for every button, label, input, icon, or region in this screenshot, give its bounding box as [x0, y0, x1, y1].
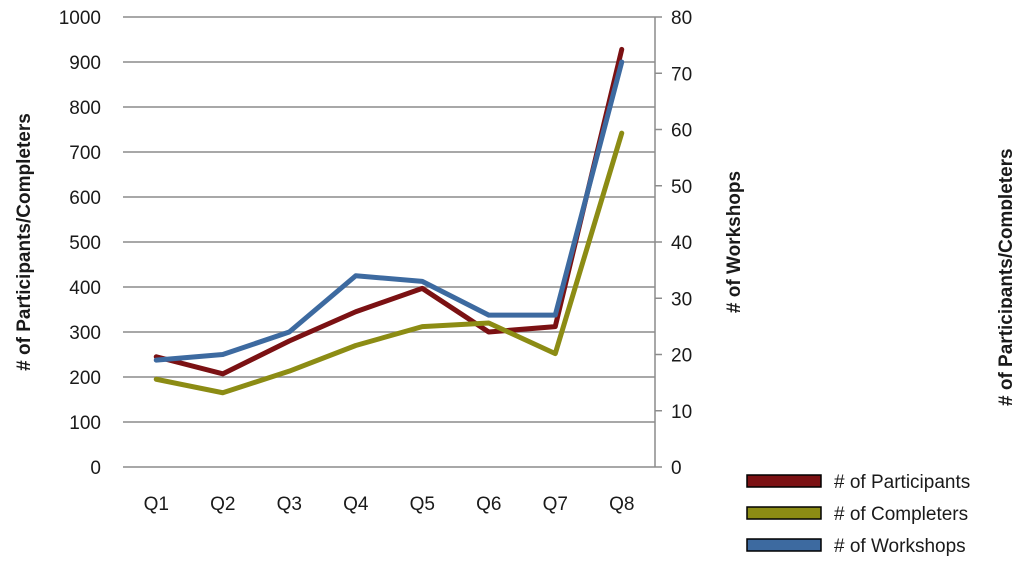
- x-tick-label: Q6: [476, 494, 501, 515]
- left-tick-label: 800: [69, 98, 101, 119]
- left-tick-label: 500: [69, 233, 101, 254]
- axes: [123, 16, 662, 468]
- x-axis-ticks: Q1 Q2 Q3 Q4 Q5 Q6 Q7 Q8: [144, 494, 635, 515]
- legend-swatch: [746, 538, 822, 552]
- right-tick-label: 20: [671, 346, 692, 367]
- right-tick-label: 80: [671, 8, 692, 29]
- right-tick-label: 60: [671, 121, 692, 142]
- x-tick-label: Q2: [210, 494, 235, 515]
- right-axis-title: # of Workshops: [724, 171, 745, 313]
- right-axis-ticks: 0 10 20 30 40 50 60 70 80: [671, 8, 692, 479]
- left-tick-label: 900: [69, 53, 101, 74]
- right-tick-label: 30: [671, 289, 692, 310]
- right-tick-label: 0: [671, 458, 682, 479]
- legend-label: # of Workshops: [834, 536, 966, 557]
- series-line: [153, 59, 625, 363]
- series-line: [153, 130, 625, 396]
- left-tick-label: 200: [69, 368, 101, 389]
- series-lines: [153, 46, 625, 396]
- right-tick-label: 70: [671, 64, 692, 85]
- left-axis-ticks: 0 100 200 300 400 500 600 700 800 900 1000: [59, 8, 101, 479]
- clipped-axis-title: # of Participants/Completers: [996, 148, 1012, 406]
- left-tick-label: 600: [69, 188, 101, 209]
- legend-label: # of Participants: [834, 472, 970, 493]
- x-tick-label: Q3: [277, 494, 302, 515]
- left-tick-label: 300: [69, 323, 101, 344]
- right-tick-label: 10: [671, 402, 692, 423]
- legend: # of Participants # of Completers # of Wor…: [746, 472, 970, 557]
- series-line: [153, 46, 625, 377]
- left-tick-label: 0: [90, 458, 101, 479]
- x-tick-label: Q4: [343, 494, 369, 515]
- right-tick-label: 50: [671, 177, 692, 198]
- left-tick-label: 100: [69, 413, 101, 434]
- left-axis-title: # of Participants/Completers: [14, 113, 35, 371]
- right-tick-label: 40: [671, 233, 692, 254]
- left-tick-label: 400: [69, 278, 101, 299]
- left-tick-label: 1000: [59, 8, 101, 29]
- left-tick-label: 700: [69, 143, 101, 164]
- legend-swatch: [746, 474, 822, 488]
- legend-label: # of Completers: [834, 504, 968, 525]
- x-tick-label: Q7: [543, 494, 568, 515]
- grid-lines: [123, 16, 655, 423]
- x-tick-label: Q1: [144, 494, 169, 515]
- legend-swatch: [746, 506, 822, 520]
- x-tick-label: Q8: [609, 494, 634, 515]
- x-tick-label: Q5: [410, 494, 435, 515]
